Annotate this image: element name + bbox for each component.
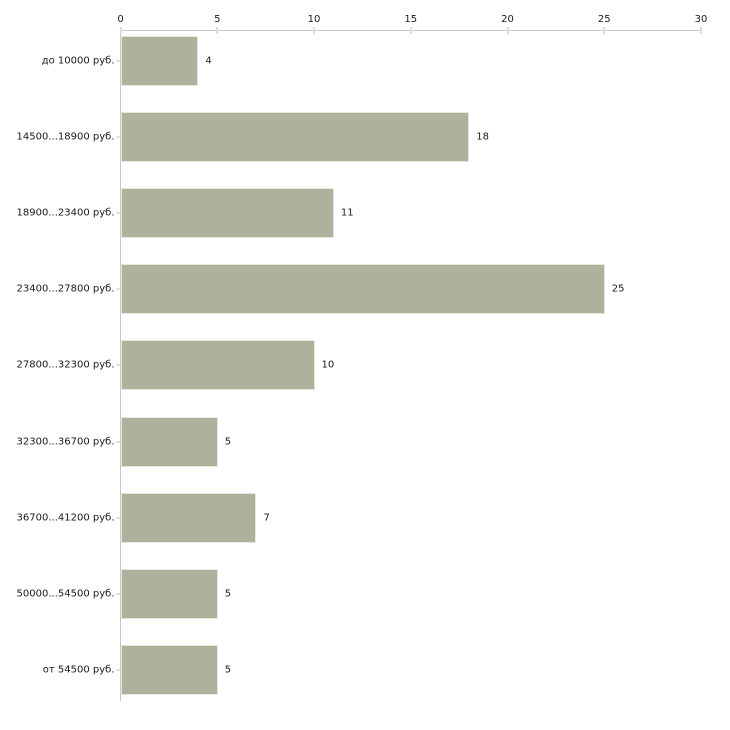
x-tick-mark: [216, 27, 219, 34]
category-label: 32300...36700 руб.: [16, 436, 115, 447]
value-label: 18: [476, 131, 490, 143]
category-label: 50000...54500 руб.: [16, 588, 115, 600]
x-tick-label: 5: [214, 14, 221, 25]
category-label: 36700...41200 руб.: [16, 512, 115, 524]
value-label: 7: [263, 512, 270, 524]
x-tick-mark: [119, 27, 122, 34]
category-label: 23400...27800 руб.: [16, 283, 115, 295]
category-tick-mark: [115, 288, 120, 290]
x-tick-label: 15: [404, 14, 418, 25]
x-tick-mark: [603, 27, 606, 34]
x-tick-label: 10: [307, 14, 321, 25]
bar: [121, 416, 218, 467]
category-label: 18900...23400 руб.: [16, 207, 115, 219]
x-tick-mark: [409, 27, 412, 34]
y-axis-line: [120, 30, 121, 701]
x-tick-mark: [506, 27, 509, 34]
bar: [121, 36, 199, 86]
value-label: 5: [224, 664, 232, 676]
category-tick-mark: [115, 136, 120, 138]
category-tick-mark: [115, 212, 120, 214]
category-tick-mark: [115, 593, 120, 595]
x-tick-label: 30: [694, 14, 708, 25]
category-tick-mark: [115, 441, 120, 442]
x-tick-label: 0: [117, 14, 124, 25]
category-label: до 10000 руб.: [41, 55, 115, 67]
category-tick-mark: [115, 517, 120, 519]
category-label: 27800...32300 руб.: [16, 359, 115, 371]
bar: [121, 188, 334, 239]
value-label: 11: [340, 207, 354, 219]
x-tick-mark: [313, 27, 315, 34]
bar: [121, 644, 218, 695]
value-label: 25: [611, 283, 625, 295]
value-label: 5: [224, 588, 232, 600]
value-label: 4: [205, 55, 212, 67]
category-tick-mark: [115, 669, 120, 671]
bar: [121, 492, 257, 543]
bar: [121, 264, 605, 315]
category-label: 14500...18900 руб.: [16, 131, 115, 143]
value-label: 5: [224, 436, 232, 447]
value-label: 10: [321, 359, 335, 371]
category-tick-mark: [115, 60, 120, 62]
x-tick-label: 25: [597, 14, 611, 25]
x-tick-mark: [700, 27, 702, 34]
bar: [121, 112, 470, 163]
category-tick-mark: [115, 364, 120, 366]
category-label: от 54500 руб.: [42, 664, 115, 676]
bar: [121, 568, 218, 619]
bar: [121, 340, 315, 391]
x-tick-label: 20: [501, 14, 514, 25]
